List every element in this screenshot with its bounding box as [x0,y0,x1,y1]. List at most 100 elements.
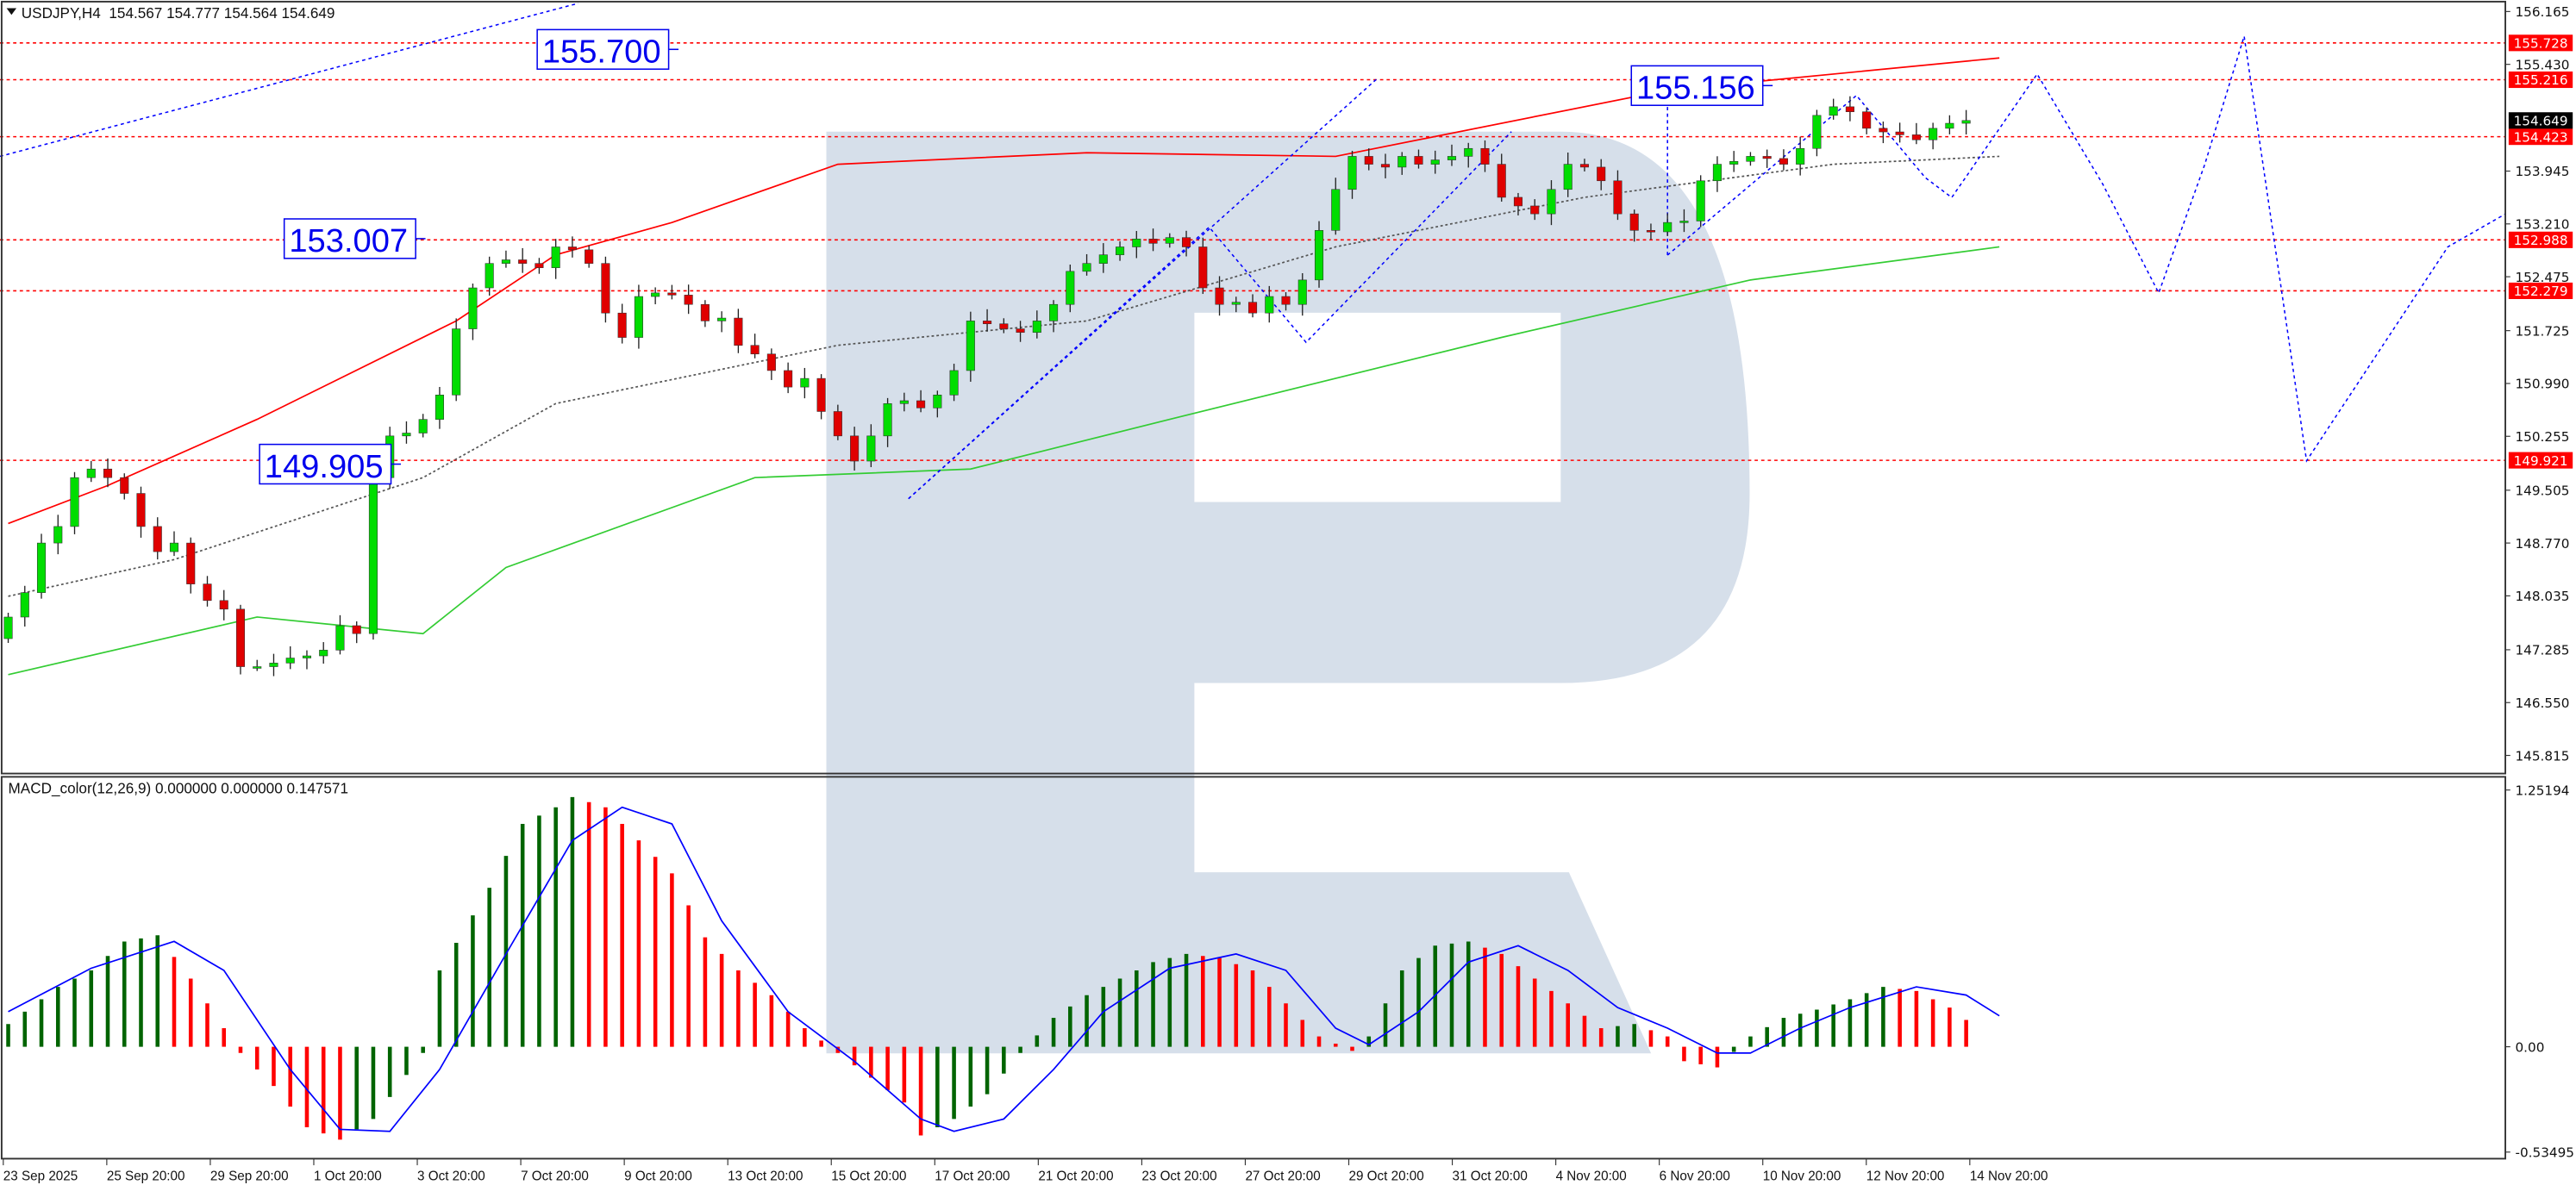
symbol-label: USDJPY,H4 [22,4,102,22]
candle-body [1895,131,1904,135]
candle-body [1132,239,1141,247]
price-callout: 155.700 [536,28,679,71]
price-tick-label: 148.770 [2515,536,2569,552]
candle-body [418,419,428,433]
candle-body [1929,128,1938,140]
callout-text: 155.156 [1636,70,1755,107]
macd-tick-label: 1.25194 [2515,783,2569,798]
candle-body [1198,246,1208,289]
time-tick-label: 12 Nov 20:00 [1866,1169,1945,1183]
callout-text: 149.905 [265,448,384,485]
candle-body [916,400,926,409]
candle-body [3,616,13,639]
candle-body [1380,164,1391,168]
callout-box [283,218,416,259]
candle-body [253,666,262,669]
macd-signal-line [8,806,2000,1132]
level-badge [2508,34,2573,52]
candle-body [1762,156,1772,159]
price-tick-label: 150.990 [2515,377,2569,392]
candle-body [103,468,113,478]
triangle-down-icon[interactable] [6,8,17,16]
candle-body [1829,106,1838,116]
time-axis[interactable]: 23 Sep 2025 25 Sep 20:00 29 Sep 20:00 1 Oct… [3,1158,2048,1183]
candle-body [20,592,29,618]
moving-average-red [8,57,2000,525]
level-badge-label: 149.921 [2514,453,2568,469]
candle-body [1563,164,1572,190]
candle-body [1281,296,1291,305]
level-badge [2508,128,2573,146]
candle-body [352,625,361,634]
time-tick-label: 21 Oct 20:00 [1038,1169,1113,1183]
candle-body [717,317,727,321]
candle-body [1613,180,1623,215]
candle-body [468,287,478,329]
candle-body [1148,239,1158,244]
price-tick-label: 148.035 [2515,589,2569,604]
candle-body [1845,106,1854,112]
time-tick-label: 31 Oct 20:00 [1453,1169,1528,1183]
candle-body [335,625,345,651]
current-price-badge [2508,112,2573,129]
candle-body [1066,271,1075,305]
candle-body [1530,205,1540,215]
candle-body [1812,115,1822,149]
time-tick-label: 23 Sep 2025 [3,1169,78,1183]
candle-body [1629,213,1639,231]
macd-axis[interactable]: 1.25194 0.00 -0.53495 [2505,783,2574,1161]
level-badge-label: 154.423 [2514,129,2568,145]
candle-body [1297,279,1307,305]
macd-tick-label: -0.53495 [2515,1145,2574,1161]
forecast-line [0,3,578,158]
current-price-label: 154.649 [2514,114,2568,129]
candle-body [734,317,743,346]
level-badge-label: 152.988 [2514,233,2568,248]
candle-body [518,259,528,264]
candle-body [899,400,909,404]
ohlc-values: 154.567 154.777 154.564 154.649 [109,4,335,22]
candle-body [1082,263,1091,272]
candle-body [169,542,179,552]
price-callout: 155.156 [1630,65,1773,107]
level-badge-label: 152.279 [2514,284,2568,299]
pane-frames [0,0,2507,1160]
time-tick-label: 3 Oct 20:00 [417,1169,485,1183]
candle-body [999,323,1009,329]
candle-body [452,328,461,396]
candle-body [766,353,776,371]
price-axis[interactable]: 156.165 155.430 153.945 153.210 152.475 151.7… [2505,4,2573,764]
time-tick-label: 14 Nov 20:00 [1970,1169,2048,1183]
candle-body [667,292,677,296]
time-tick-label: 29 Sep 20:00 [210,1169,289,1183]
time-tick-label: 9 Oct 20:00 [624,1169,692,1183]
candle-body [1430,159,1440,165]
price-tick-label: 146.550 [2515,695,2569,711]
time-tick-label: 23 Oct 20:00 [1141,1169,1216,1183]
candle-body [1497,164,1506,198]
candle-body [1480,147,1490,165]
symbol-ohlc-header: USDJPY,H4 154.567 154.777 154.564 154.649 [22,4,335,22]
candle-body [535,263,544,268]
candle-body [816,377,826,412]
candle-body [1032,321,1041,334]
macd-pane [6,796,2000,1140]
time-tick-label: 17 Oct 20:00 [935,1169,1010,1183]
candle-body [1879,128,1888,133]
moving-average-grey-dotted [8,155,2000,597]
time-tick-label: 27 Oct 20:00 [1245,1169,1320,1183]
candle-body [501,259,510,264]
candle-body [53,526,63,544]
candle-body [203,583,212,602]
candle-body [1712,164,1722,182]
candle-body [302,655,312,658]
candle-body [1397,156,1407,168]
candle-body [883,403,892,437]
candle-body [1016,328,1025,334]
price-callouts[interactable]: 155.700 153.007 149.905 155.156 [259,28,1773,485]
candle-body [1746,156,1755,162]
candle-body [269,663,278,667]
forecast-line [908,131,1512,500]
candle-body [1331,189,1341,231]
